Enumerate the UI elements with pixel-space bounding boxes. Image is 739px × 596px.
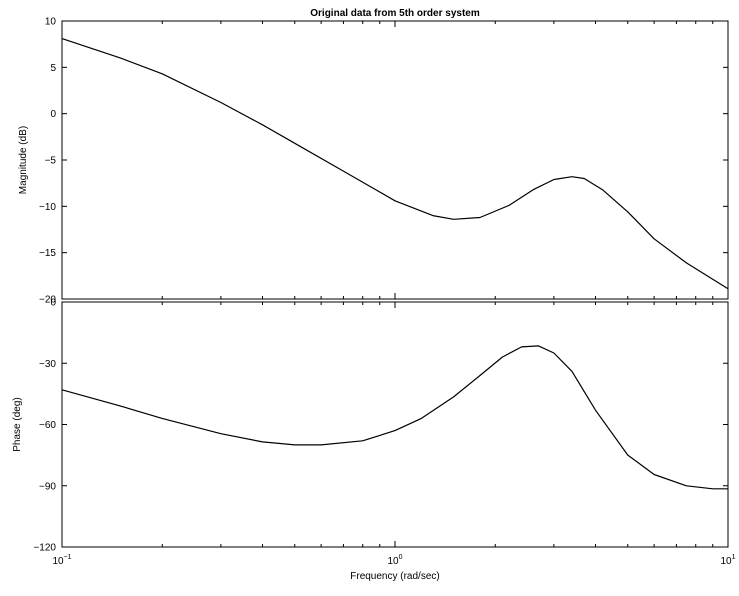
frequency-x-axis-label: Frequency (rad/sec) bbox=[350, 571, 439, 582]
magnitude-ytick-label: −10 bbox=[39, 202, 56, 213]
magnitude-ytick-label: 0 bbox=[50, 109, 56, 120]
phase-xtick-label: 100 bbox=[387, 554, 402, 567]
phase-series-line bbox=[61, 345, 728, 490]
phase-ytick-label: −60 bbox=[39, 420, 56, 431]
phase-ytick-label: −30 bbox=[39, 359, 56, 370]
magnitude-ytick-label: −20 bbox=[39, 295, 56, 306]
magnitude-ytick-label: −15 bbox=[39, 248, 56, 259]
magnitude-ytick-label: −5 bbox=[45, 156, 57, 167]
phase-ytick-label: −90 bbox=[39, 481, 56, 492]
magnitude-axes-frame bbox=[61, 20, 729, 300]
phase-xtick-label: 10−1 bbox=[52, 554, 71, 567]
magnitude-ytick-label: 10 bbox=[45, 17, 57, 28]
phase-axes-frame bbox=[61, 301, 729, 548]
magnitude-series-line bbox=[61, 38, 729, 290]
phase-ytick-label: −120 bbox=[33, 543, 56, 554]
phase-ytick-label: 0 bbox=[50, 298, 56, 309]
magnitude-y-axis-label: Magnitude (dB) bbox=[18, 126, 29, 194]
chart-title: Original data from 5th order system bbox=[310, 8, 480, 19]
phase-xtick-label: 101 bbox=[720, 554, 735, 567]
phase-axes: −120 −90 −60 −30 0 10−1 100 101 bbox=[33, 298, 735, 568]
magnitude-ytick-label: 5 bbox=[50, 63, 56, 74]
magnitude-axes: −20 −15 −10 −5 0 5 10 bbox=[39, 17, 729, 306]
phase-y-axis-label: Phase (deg) bbox=[12, 397, 23, 451]
